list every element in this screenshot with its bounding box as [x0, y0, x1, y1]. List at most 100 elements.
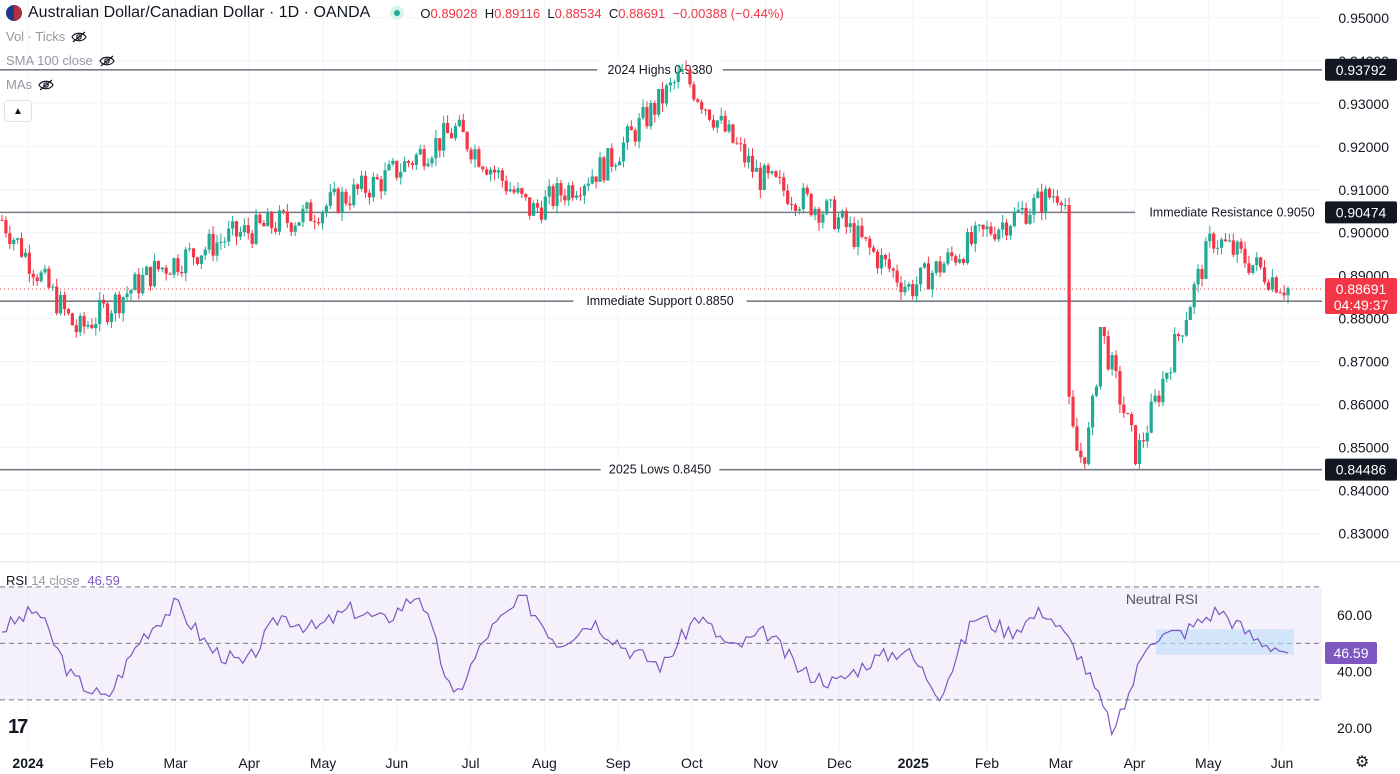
vol-indicator-legend[interactable]: Vol · Ticks — [6, 29, 87, 44]
candle-body — [223, 241, 227, 243]
candle-body — [430, 158, 434, 164]
candle-body — [719, 115, 723, 121]
price-tag-label: 0.90474 — [1336, 204, 1387, 220]
candle-body — [610, 148, 614, 167]
candle-body — [203, 249, 207, 256]
candle-body — [1204, 241, 1208, 279]
candle-body — [465, 132, 469, 150]
candle-body — [332, 188, 336, 193]
candle-body — [1188, 307, 1192, 321]
candle-body — [543, 196, 547, 220]
candle-body — [789, 203, 794, 205]
y-tick-label: 0.86000 — [1338, 397, 1389, 413]
candle-body — [551, 186, 555, 206]
x-tick-label: Dec — [827, 755, 852, 771]
candle-body — [492, 169, 497, 173]
candle-body — [262, 222, 266, 227]
candle-body — [1001, 222, 1005, 230]
candle-body — [770, 171, 774, 174]
candle-body — [309, 202, 313, 222]
candle-body — [567, 185, 571, 201]
level-label: 2025 Lows 0.8450 — [609, 463, 711, 477]
x-tick-label: Aug — [532, 755, 557, 771]
candle-body — [1251, 265, 1255, 273]
candle-body — [184, 249, 188, 274]
mas-indicator-legend[interactable]: MAs — [6, 77, 54, 92]
candle-body — [1247, 263, 1251, 273]
candle-body — [86, 324, 90, 327]
candle-body — [965, 232, 970, 264]
candle-body — [94, 324, 98, 329]
x-tick-label: Feb — [975, 755, 999, 771]
candle-body — [821, 214, 825, 223]
rsi-legend[interactable]: RSI 14 close 46.59 — [6, 573, 120, 588]
eye-off-icon[interactable] — [38, 79, 54, 91]
candle-body — [817, 208, 821, 223]
candle-body — [915, 284, 919, 297]
sma-indicator-legend[interactable]: SMA 100 close — [6, 53, 115, 68]
candle-body — [1047, 188, 1052, 198]
candle-body — [621, 142, 626, 162]
candle-body — [1157, 395, 1161, 403]
candle-body — [98, 299, 102, 325]
eye-off-icon[interactable] — [99, 55, 115, 67]
candle-body — [582, 185, 587, 196]
candle-body — [145, 266, 149, 275]
candle-body — [1032, 198, 1036, 215]
candle-body — [1028, 214, 1032, 224]
candle-body — [434, 138, 438, 159]
candle-body — [19, 238, 24, 257]
candle-body — [879, 255, 884, 269]
x-tick-label: Oct — [681, 755, 703, 771]
candle-body — [918, 267, 923, 285]
candle-body — [1087, 427, 1091, 464]
eye-off-icon[interactable] — [71, 31, 87, 43]
gear-icon[interactable]: ⚙ — [1355, 754, 1370, 771]
candle-body — [457, 119, 461, 126]
candle-body — [1067, 205, 1071, 397]
candle-body — [578, 195, 583, 197]
candle-body — [590, 176, 594, 184]
candle-body — [664, 85, 669, 104]
candle-body — [586, 183, 590, 186]
symbol-title[interactable]: Australian Dollar/Canadian Dollar · 1D ·… — [28, 4, 371, 21]
candle-body — [1239, 241, 1243, 249]
collapse-legend-button[interactable]: ▲ — [4, 100, 32, 122]
candle-body — [231, 221, 235, 229]
candle-body — [660, 89, 665, 104]
candle-body — [1051, 196, 1056, 198]
candle-body — [723, 115, 727, 132]
y-tick-label: 0.88000 — [1338, 311, 1389, 327]
price-tag-label: 0.93792 — [1336, 62, 1387, 78]
candle-body — [211, 233, 215, 256]
candle-body — [496, 170, 501, 173]
candle-body — [1180, 335, 1185, 337]
candle-body — [1165, 372, 1169, 379]
candle-body — [152, 260, 157, 287]
candle-body — [1173, 334, 1177, 373]
candle-body — [137, 274, 141, 294]
candle-body — [1040, 191, 1044, 213]
candle-body — [1161, 378, 1165, 403]
candle-body — [864, 237, 868, 239]
candle-body — [688, 69, 692, 85]
candle-body — [383, 170, 387, 192]
tradingview-logo[interactable]: 17 — [8, 716, 28, 738]
candle-body — [356, 184, 360, 189]
rsi-plot — [1, 594, 1289, 737]
candle-body — [469, 149, 473, 160]
candle-body — [528, 197, 532, 216]
candle-body — [852, 223, 856, 247]
candle-body — [958, 259, 962, 263]
candle-body — [1063, 205, 1067, 207]
candle-body — [1059, 202, 1063, 206]
candle-body — [930, 272, 934, 290]
candle-body — [12, 239, 16, 245]
candle-body — [352, 184, 356, 206]
candle-body — [594, 176, 598, 182]
candle-body — [1184, 320, 1188, 336]
axes: 2024 Feb Mar Apr May Jun Jul Aug Sep Oct Nov Dec 202… — [12, 10, 1397, 771]
candle-body — [242, 225, 246, 233]
candle-body — [1094, 386, 1099, 396]
